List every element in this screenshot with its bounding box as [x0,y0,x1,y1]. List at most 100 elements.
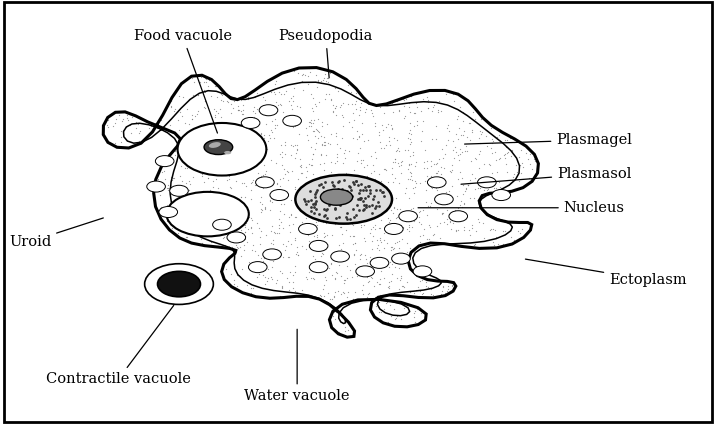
Point [269,125,281,131]
Text: Plasmagel: Plasmagel [465,133,632,147]
Point [201,124,213,131]
Point [211,176,222,182]
Point [267,189,279,195]
Point [319,274,330,281]
Point [311,187,323,194]
Point [301,200,312,207]
Point [380,142,392,148]
Point [152,184,163,191]
Point [302,72,314,79]
Point [404,288,415,295]
Point [312,77,324,84]
Point [364,254,376,261]
Point [473,179,484,186]
Point [253,224,264,231]
Point [236,194,247,201]
Circle shape [309,240,328,251]
Point [203,212,214,219]
Point [240,235,251,242]
Point [378,230,390,237]
Point [188,231,200,238]
Point [197,173,208,180]
Point [203,76,215,83]
Point [298,209,309,216]
Point [257,258,268,265]
Point [400,112,411,119]
Point [450,148,462,155]
Point [383,138,395,145]
Point [251,182,262,189]
Point [255,255,266,262]
Point [307,108,319,114]
Point [371,211,382,218]
Point [338,280,349,287]
Point [198,223,209,229]
Point [248,134,260,141]
Point [341,177,352,184]
Point [326,259,337,266]
Point [279,247,291,254]
Point [203,151,214,157]
Point [339,175,351,181]
Point [228,97,240,104]
Point [405,169,416,176]
Point [217,123,228,130]
Point [288,85,299,92]
Point [349,240,361,246]
Point [352,196,364,203]
Point [339,170,350,177]
Point [392,137,403,143]
Point [422,157,433,164]
Point [352,183,363,190]
Point [488,241,500,248]
Point [234,231,246,237]
Point [224,183,236,190]
Point [223,124,235,131]
Point [359,195,371,202]
Point [261,178,273,184]
Point [375,145,387,151]
Point [329,183,340,190]
Point [188,206,199,212]
Point [207,177,218,184]
Point [363,290,374,296]
Point [191,111,203,118]
Point [309,193,321,200]
Point [348,251,359,258]
Point [390,214,402,221]
Point [399,304,410,311]
Point [168,175,179,181]
Point [305,197,316,204]
Point [337,111,348,118]
Point [315,292,326,299]
Point [409,162,420,169]
Point [317,251,329,258]
Point [250,181,261,188]
Point [386,122,397,128]
Point [345,186,357,193]
Point [186,116,198,123]
Point [208,243,219,250]
Point [145,123,156,130]
Point [505,233,517,240]
Point [361,187,372,194]
Point [312,128,324,134]
Point [410,159,421,165]
Point [438,165,450,171]
Point [407,148,419,155]
Point [213,229,224,235]
Point [409,178,420,184]
Point [291,142,303,149]
Point [342,294,353,301]
Point [206,195,218,202]
Point [354,194,366,201]
Point [363,216,374,223]
Point [319,210,330,217]
Point [334,262,345,268]
Point [289,288,301,295]
Point [195,215,206,222]
Point [481,187,493,194]
Point [360,202,372,209]
Point [437,284,448,291]
Point [163,157,175,164]
